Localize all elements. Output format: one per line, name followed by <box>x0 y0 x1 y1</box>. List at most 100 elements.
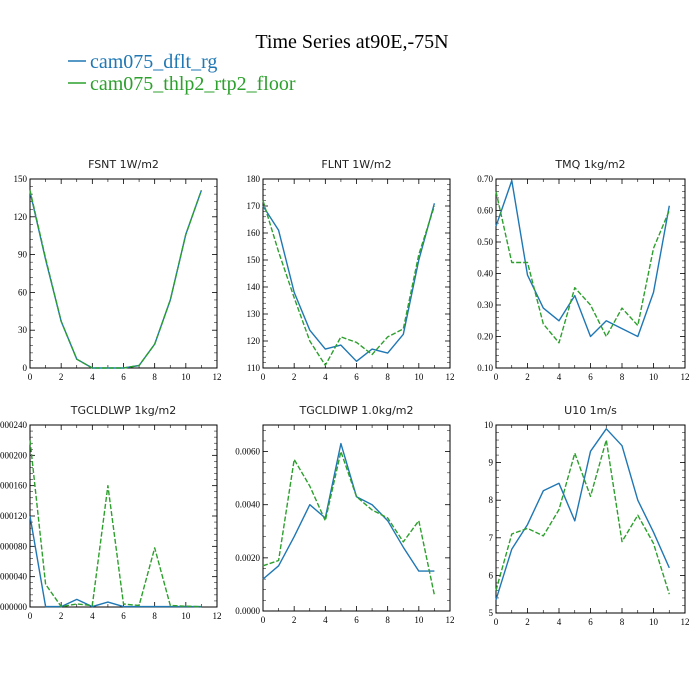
y-tick-label: 8 <box>489 495 494 505</box>
y-tick-label: 0.10 <box>477 363 493 373</box>
y-tick-label: 60 <box>18 287 28 297</box>
x-tick-label: 0 <box>28 611 33 621</box>
y-tick-label: .000040 <box>0 572 28 582</box>
y-tick-label: 0 <box>23 363 28 373</box>
plot-frame <box>262 424 451 612</box>
panel-4: TGCLDLWP 1kg/m2 0 2 4 6 8 10 12 .000000 .000040 .0… <box>0 404 222 621</box>
y-tick-label: 0.30 <box>477 300 493 310</box>
y-tick-label: 0.0040 <box>235 500 260 510</box>
x-tick-label: 12 <box>446 615 455 625</box>
x-tick-label: 4 <box>90 372 95 382</box>
series-line-dflt <box>29 515 202 608</box>
series-line-dflt <box>29 190 203 369</box>
series-line-floor <box>262 450 436 596</box>
x-tick-label: 12 <box>213 611 222 621</box>
x-tick-label: 4 <box>323 372 328 382</box>
x-tick-label: 10 <box>181 372 191 382</box>
y-tick-label: 0.20 <box>477 332 493 342</box>
x-tick-label: 2 <box>292 615 297 625</box>
x-tick-label: 6 <box>588 372 593 382</box>
y-tick-label: 170 <box>247 201 261 211</box>
x-tick-label: 6 <box>121 372 126 382</box>
plot-frame <box>262 178 451 369</box>
x-tick-label: 10 <box>649 617 659 627</box>
y-tick-label: 0.50 <box>477 237 493 247</box>
panel-3: TMQ 1kg/m2 0 2 4 6 8 10 12 0.10 0.20 0.30 0.40 0.50 0… <box>477 158 689 382</box>
x-tick-label: 4 <box>90 611 95 621</box>
y-tick-label: 150 <box>247 255 261 265</box>
panel-6: U10 1m/s 0 2 4 6 8 10 12 5 6 7 8 9 10 <box>484 404 690 627</box>
x-tick-label: 10 <box>414 372 424 382</box>
y-tick-label: 150 <box>14 174 28 184</box>
x-tick-label: 2 <box>292 372 297 382</box>
y-tick-label: 120 <box>14 212 28 222</box>
y-tick-label: .000120 <box>0 511 28 521</box>
x-tick-label: 8 <box>620 617 625 627</box>
panel-5: TGCLDIWP 1.0kg/m2 0 2 4 6 8 10 12 0.0000 0.0020 0.… <box>235 404 454 625</box>
series-line-dflt <box>262 203 436 362</box>
y-tick-label: 0.0000 <box>235 606 260 616</box>
y-tick-label: 160 <box>247 228 261 238</box>
x-tick-label: 4 <box>323 615 328 625</box>
y-tick-label: 110 <box>247 363 261 373</box>
panel-title: U10 1m/s <box>564 404 617 417</box>
x-tick-label: 10 <box>181 611 191 621</box>
panel-title: TGCLDIWP 1.0kg/m2 <box>298 404 413 417</box>
plot-frame <box>29 178 218 369</box>
x-tick-label: 10 <box>649 372 659 382</box>
y-tick-label: 7 <box>489 533 494 543</box>
x-tick-label: 2 <box>525 372 530 382</box>
x-tick-label: 6 <box>121 611 126 621</box>
x-tick-label: 12 <box>681 617 690 627</box>
y-tick-label: .000200 <box>0 450 28 460</box>
y-tick-label: .000160 <box>0 481 28 491</box>
y-tick-label: 0.0020 <box>235 553 260 563</box>
series-line-floor <box>29 440 202 608</box>
series-line-dflt <box>495 428 670 601</box>
x-tick-label: 4 <box>557 617 562 627</box>
x-tick-label: 12 <box>446 372 455 382</box>
x-tick-label: 2 <box>59 611 64 621</box>
x-tick-label: 12 <box>681 372 690 382</box>
x-tick-label: 8 <box>620 372 625 382</box>
x-tick-label: 8 <box>152 372 157 382</box>
x-tick-label: 6 <box>588 617 593 627</box>
figure-title: Time Series at90E,-75N <box>255 31 448 53</box>
x-tick-label: 2 <box>59 372 64 382</box>
x-tick-label: 0 <box>494 372 499 382</box>
x-tick-label: 2 <box>525 617 530 627</box>
series-line-dflt <box>495 179 670 338</box>
y-tick-label: .000080 <box>0 541 28 551</box>
x-tick-label: 0 <box>261 372 266 382</box>
y-tick-label: 0.0060 <box>235 447 260 457</box>
plot-frame <box>29 424 218 608</box>
x-tick-label: 8 <box>385 372 390 382</box>
legend: cam075_dflt_rg cam075_thlp2_rtp2_floor <box>68 51 296 95</box>
x-tick-label: 0 <box>494 617 499 627</box>
y-tick-label: 30 <box>18 325 28 335</box>
x-tick-label: 8 <box>152 611 157 621</box>
legend-label-floor: cam075_thlp2_rtp2_floor <box>90 73 296 95</box>
y-tick-label: 0.60 <box>477 206 493 216</box>
panel-title: TMQ 1kg/m2 <box>554 158 625 171</box>
y-tick-label: 130 <box>247 309 261 319</box>
x-tick-label: 6 <box>354 615 359 625</box>
x-tick-label: 0 <box>28 372 33 382</box>
x-tick-label: 8 <box>385 615 390 625</box>
panel-title: FLNT 1W/m2 <box>321 158 391 171</box>
y-tick-label: .000000 <box>0 602 28 612</box>
series-line-floor <box>262 200 436 366</box>
x-tick-label: 0 <box>261 615 266 625</box>
x-tick-label: 6 <box>354 372 359 382</box>
x-tick-label: 12 <box>213 372 222 382</box>
series-line-dflt <box>262 442 435 580</box>
x-tick-label: 4 <box>557 372 562 382</box>
y-tick-label: 9 <box>489 458 494 468</box>
y-tick-label: 6 <box>489 570 494 580</box>
panel-title: TGCLDLWP 1kg/m2 <box>70 404 176 417</box>
x-tick-label: 10 <box>414 615 424 625</box>
y-tick-label: 90 <box>18 250 28 260</box>
